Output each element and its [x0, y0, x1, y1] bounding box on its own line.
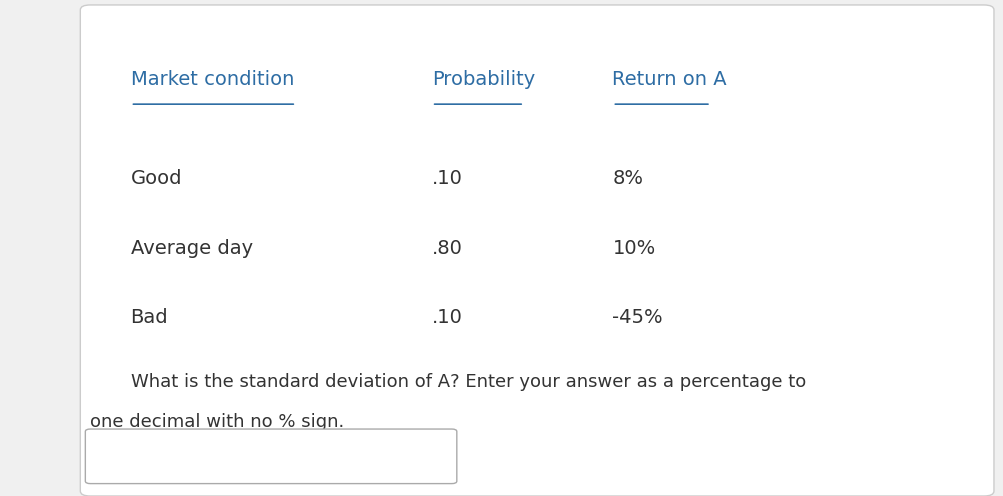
Text: .10: .10 — [431, 169, 462, 188]
Text: .80: .80 — [431, 239, 462, 257]
FancyBboxPatch shape — [85, 429, 456, 484]
Text: Average day: Average day — [130, 239, 253, 257]
Text: Bad: Bad — [130, 308, 168, 327]
Text: 8%: 8% — [612, 169, 643, 188]
Text: What is the standard deviation of A? Enter your answer as a percentage to: What is the standard deviation of A? Ent… — [130, 373, 805, 391]
FancyBboxPatch shape — [80, 5, 993, 496]
Text: Good: Good — [130, 169, 182, 188]
Text: one decimal with no % sign.: one decimal with no % sign. — [90, 413, 344, 431]
Text: .10: .10 — [431, 308, 462, 327]
Text: Probability: Probability — [431, 70, 535, 89]
Text: -45%: -45% — [612, 308, 662, 327]
Text: 10%: 10% — [612, 239, 655, 257]
Text: Return on A: Return on A — [612, 70, 726, 89]
Text: Market condition: Market condition — [130, 70, 294, 89]
